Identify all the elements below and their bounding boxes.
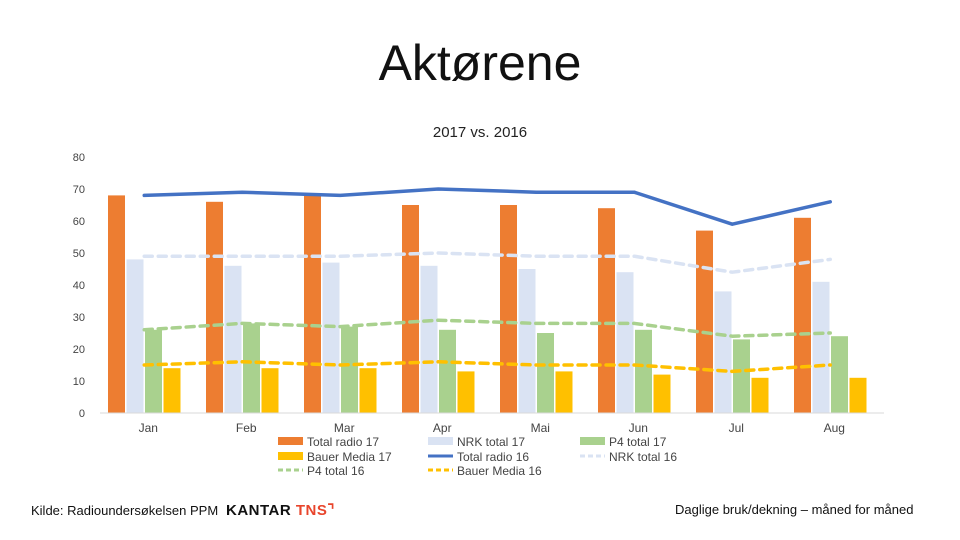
- y-axis: 0 10 20 30 40 50 60 70 80: [73, 152, 85, 420]
- bar: [598, 208, 615, 413]
- logo-mark: ⌝: [327, 502, 335, 519]
- bar: [635, 329, 652, 413]
- x-tick-label: Aug: [824, 421, 845, 435]
- y-tick-label: 30: [73, 312, 85, 324]
- legend-swatch: [278, 452, 303, 460]
- x-axis: Jan Feb Mar Apr Mai Jun Jul Aug: [139, 421, 845, 435]
- line-group: [142, 187, 832, 374]
- legend-label: P4 total 17: [609, 435, 667, 449]
- bar: [616, 272, 634, 413]
- legend-swatch: [580, 437, 605, 445]
- y-tick-label: 60: [73, 216, 85, 228]
- bar: [751, 377, 769, 413]
- bar: [457, 371, 475, 413]
- chart-title: 2017 vs. 2016: [433, 124, 527, 141]
- bar: [831, 336, 848, 413]
- x-tick-label: Jan: [139, 421, 158, 435]
- legend-label: P4 total 16: [307, 464, 365, 478]
- bar: [849, 377, 867, 413]
- kantar-tns-logo: KANTAR TNS⌝: [226, 501, 335, 519]
- bar: [420, 265, 438, 413]
- legend-label: Bauer Media 16: [457, 464, 542, 478]
- legend: Total radio 17 NRK total 17 P4 total 17 Bau…: [278, 435, 677, 478]
- logo-accent: TNS: [295, 502, 328, 519]
- bar: [163, 368, 181, 413]
- legend-swatch: [428, 437, 453, 445]
- y-tick-label: 50: [73, 248, 85, 260]
- legend-label: Total radio 16: [457, 450, 529, 464]
- y-tick-label: 0: [79, 408, 85, 420]
- legend-label: NRK total 16: [609, 450, 677, 464]
- bar: [733, 339, 750, 413]
- bar: [322, 262, 340, 413]
- bar: [439, 329, 456, 413]
- bar: [537, 333, 554, 413]
- bar: [696, 230, 713, 413]
- x-tick-label: Jul: [729, 421, 744, 435]
- bar: [108, 195, 125, 413]
- bar: [341, 326, 358, 413]
- bar: [206, 201, 223, 413]
- chart: 2017 vs. 2016 0 10 20 30 40 50 60 70 80 Jan Feb Ma…: [73, 124, 884, 478]
- x-tick-label: Jun: [629, 421, 648, 435]
- legend-label: Total radio 17: [307, 435, 379, 449]
- bar: [518, 269, 536, 413]
- chart-description: Daglige bruk/dekning – måned for måned: [675, 502, 914, 517]
- x-tick-label: Mar: [334, 421, 355, 435]
- bar: [714, 291, 732, 413]
- y-tick-label: 20: [73, 344, 85, 356]
- bar: [224, 265, 242, 413]
- bar: [812, 281, 830, 413]
- bar: [555, 371, 573, 413]
- bar: [126, 259, 144, 413]
- bar: [304, 195, 321, 413]
- legend-label: NRK total 17: [457, 435, 525, 449]
- legend-label: Bauer Media 17: [307, 450, 392, 464]
- logo-main: KANTAR: [226, 502, 292, 519]
- bar: [500, 205, 517, 413]
- bar: [402, 205, 419, 413]
- legend-swatch: [278, 437, 303, 445]
- bar: [794, 217, 811, 413]
- series-line: [142, 318, 832, 338]
- x-tick-label: Mai: [531, 421, 550, 435]
- y-tick-label: 40: [73, 280, 85, 292]
- bar: [145, 329, 162, 413]
- bar: [359, 368, 377, 413]
- source-note: Kilde: Radioundersøkelsen PPM: [31, 503, 219, 518]
- page-title: Aktørene: [378, 35, 582, 91]
- y-tick-label: 10: [73, 376, 85, 388]
- bar: [261, 368, 279, 413]
- series-line: [142, 251, 832, 274]
- x-tick-label: Apr: [433, 421, 452, 435]
- y-tick-label: 80: [73, 152, 85, 164]
- y-tick-label: 70: [73, 184, 85, 196]
- bar: [243, 323, 260, 413]
- bar-group: [108, 195, 867, 413]
- bar: [653, 374, 671, 413]
- series-line: [142, 187, 832, 226]
- x-tick-label: Feb: [236, 421, 257, 435]
- series-line: [142, 360, 832, 374]
